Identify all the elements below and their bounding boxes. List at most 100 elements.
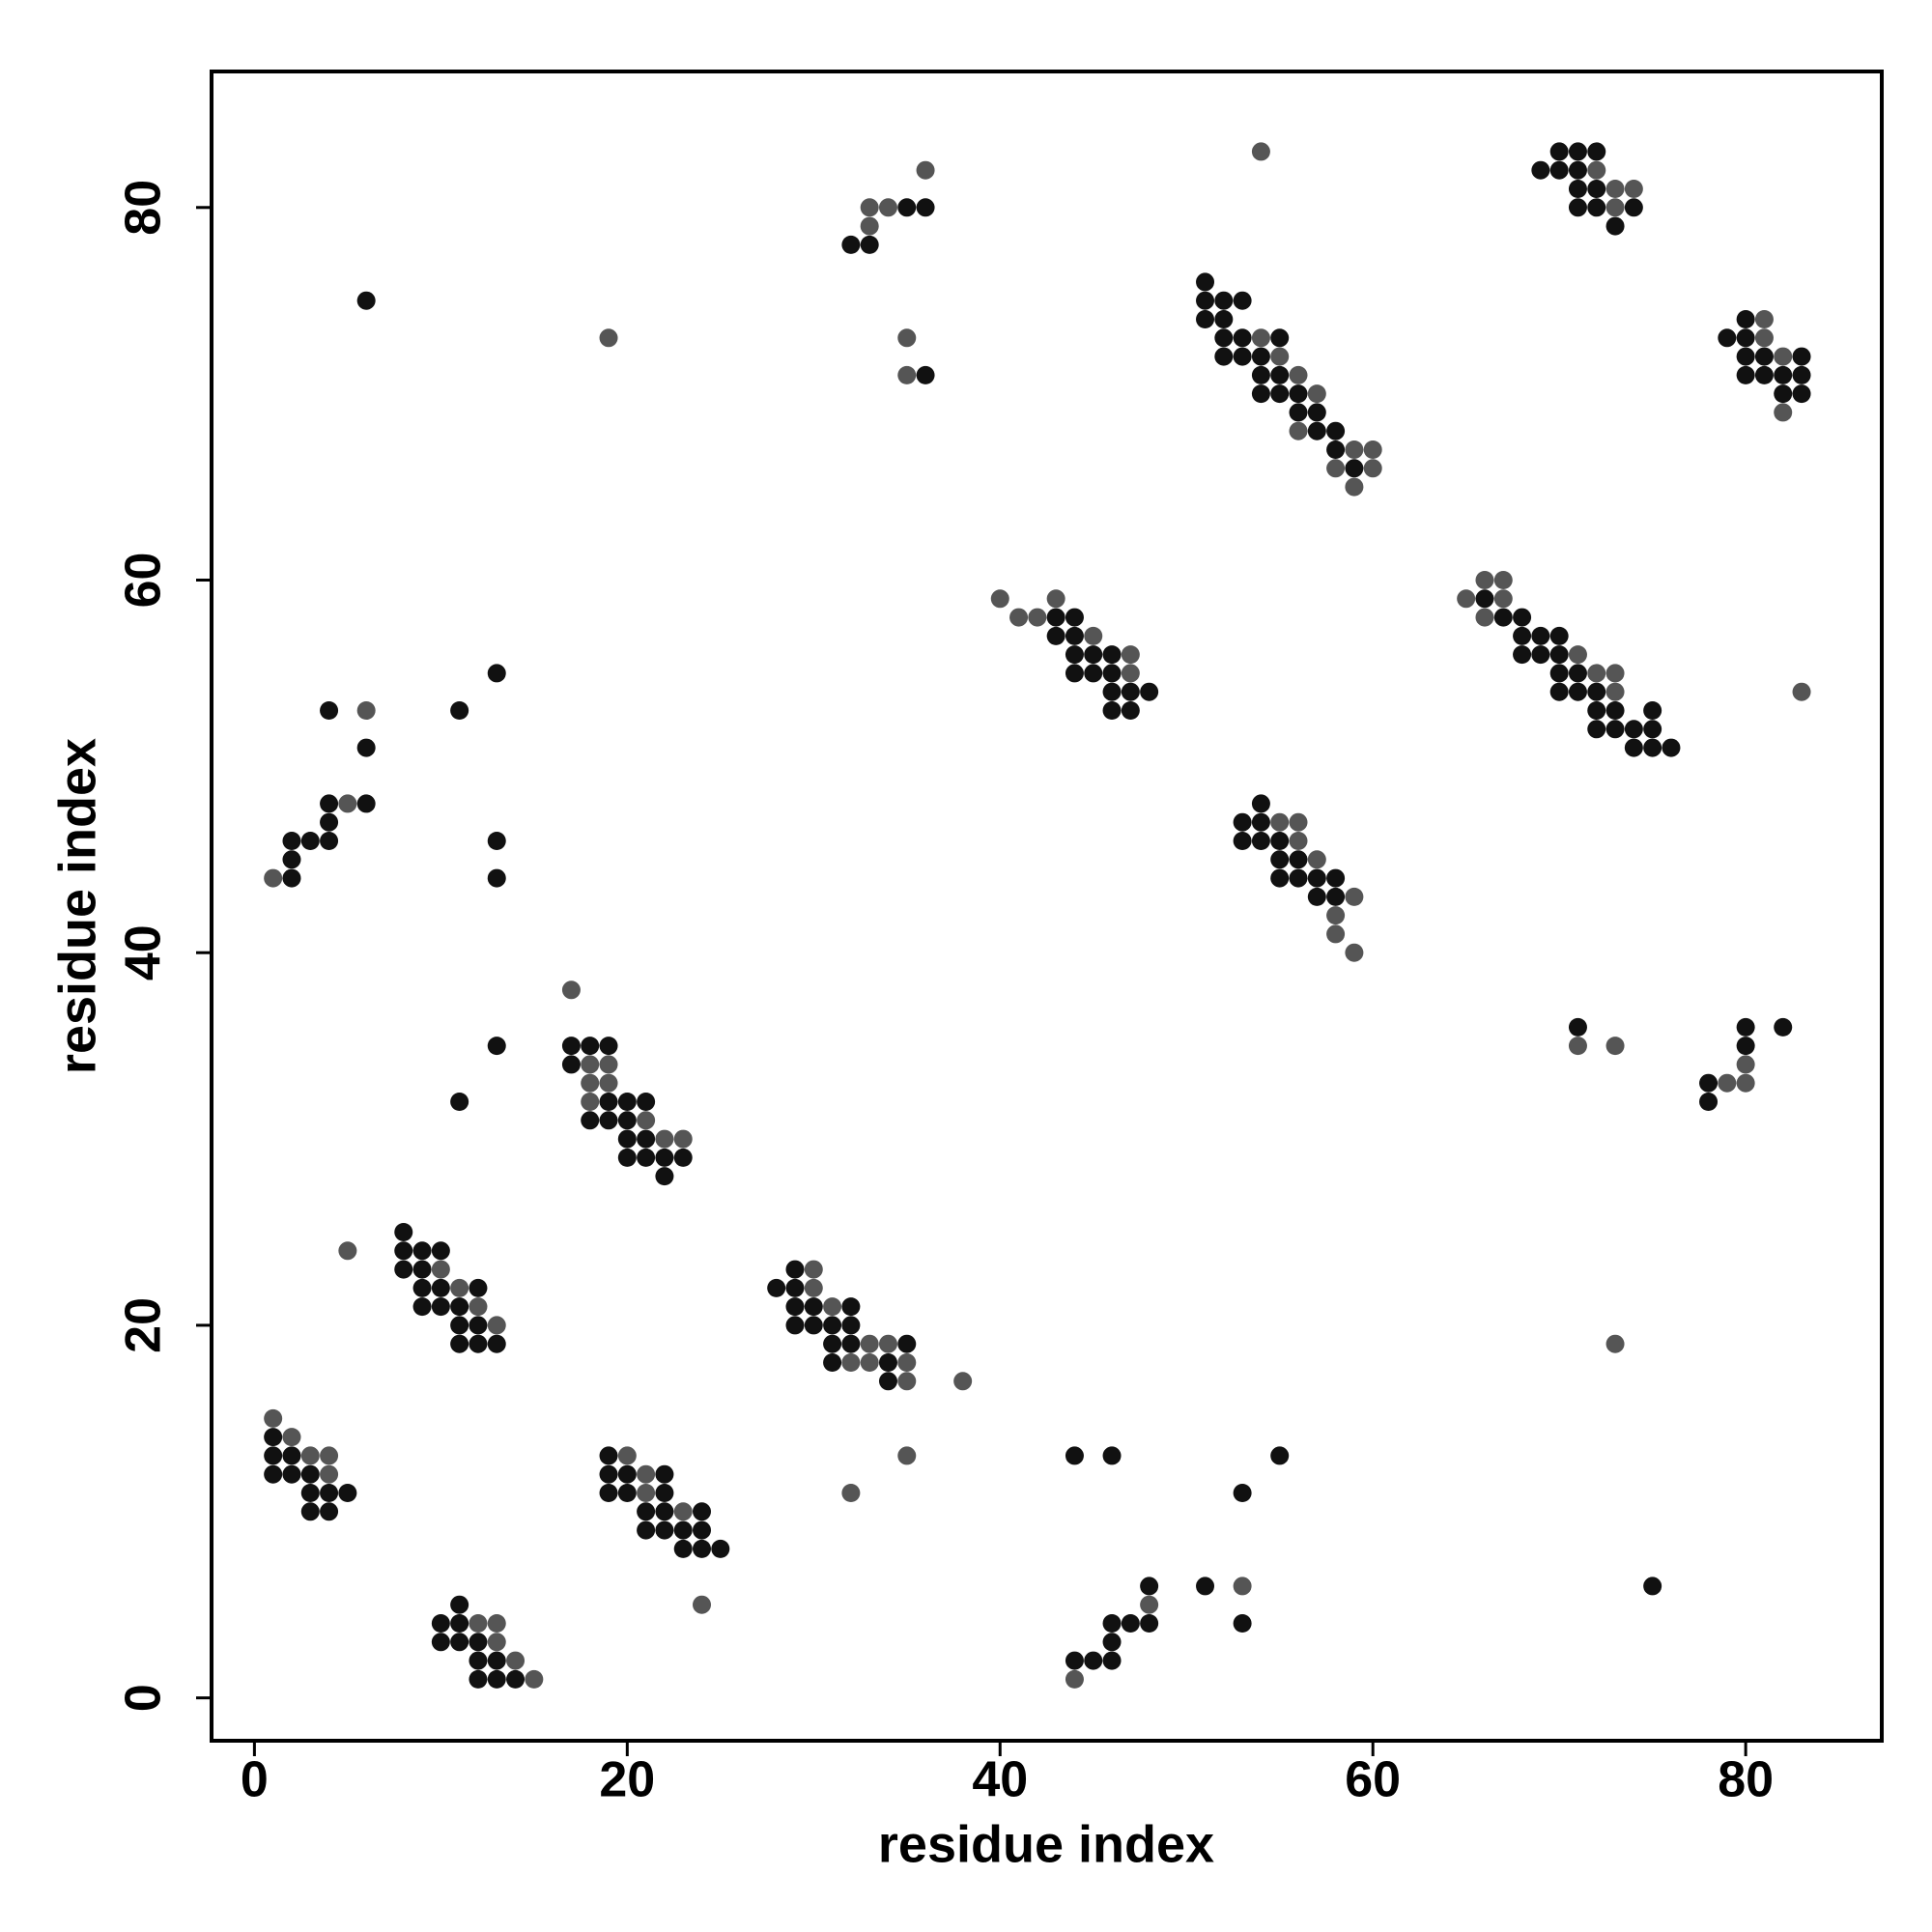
point (637, 1129, 656, 1149)
point (1624, 198, 1643, 217)
point (1270, 812, 1290, 832)
point (1587, 720, 1606, 739)
point (1587, 701, 1606, 720)
point (617, 1111, 637, 1130)
point (431, 1297, 450, 1317)
point (841, 1353, 861, 1372)
point (320, 701, 339, 720)
point (1605, 682, 1625, 701)
point (1736, 1017, 1755, 1037)
point (1774, 347, 1793, 366)
point (655, 1484, 674, 1502)
point (1307, 384, 1326, 404)
point (599, 1111, 618, 1130)
point (823, 1316, 842, 1335)
point (1289, 421, 1308, 440)
point (1568, 160, 1587, 180)
point (561, 1037, 581, 1056)
point (431, 1241, 450, 1261)
point (1587, 142, 1606, 161)
point (1065, 1446, 1084, 1465)
point (617, 1484, 637, 1502)
point (1251, 142, 1270, 161)
point (469, 1278, 488, 1297)
point (1736, 328, 1755, 348)
point (1102, 1446, 1122, 1465)
point (1754, 328, 1774, 348)
point (897, 328, 917, 348)
point (1549, 682, 1569, 701)
point (487, 868, 506, 888)
point (1568, 142, 1587, 161)
point (841, 235, 861, 254)
point (1531, 645, 1550, 665)
point (1326, 868, 1346, 888)
point (1587, 180, 1606, 198)
point (1065, 1651, 1084, 1670)
point (1605, 198, 1625, 217)
point (338, 794, 357, 813)
point (841, 1484, 861, 1502)
point (655, 1148, 674, 1167)
point (450, 1316, 469, 1335)
y-axis-label: residue index (48, 738, 106, 1074)
point (264, 1428, 283, 1447)
point (1233, 328, 1252, 348)
point (1233, 1577, 1252, 1596)
point (693, 1539, 712, 1558)
point (1233, 832, 1252, 850)
y-tick-label: 0 (116, 1684, 172, 1712)
point (469, 1334, 488, 1353)
point (693, 1595, 712, 1614)
point (320, 1502, 339, 1521)
point (693, 1502, 712, 1521)
point (1251, 384, 1270, 404)
point (487, 1614, 506, 1633)
point (1270, 365, 1290, 384)
point (767, 1278, 786, 1297)
point (897, 1446, 917, 1465)
point (581, 1093, 600, 1111)
point (1568, 180, 1587, 198)
point (561, 1055, 581, 1074)
point (1549, 626, 1569, 645)
point (711, 1539, 730, 1558)
point (1233, 1614, 1252, 1633)
point (655, 1167, 674, 1186)
point (394, 1223, 413, 1241)
point (1102, 701, 1122, 720)
point (655, 1464, 674, 1484)
point (1270, 832, 1290, 850)
point (1084, 626, 1103, 645)
point (1549, 142, 1569, 161)
point (1307, 850, 1326, 869)
point (599, 1055, 618, 1074)
point (1568, 1037, 1587, 1056)
point (785, 1278, 805, 1297)
point (1568, 1017, 1587, 1037)
point (469, 1633, 488, 1652)
point (320, 812, 339, 832)
point (1065, 664, 1084, 683)
point (487, 664, 506, 683)
x-tick-label: 60 (1345, 1752, 1401, 1808)
point (581, 1111, 600, 1130)
point (860, 198, 879, 217)
y-tick-label: 40 (116, 924, 172, 980)
point (617, 1129, 637, 1149)
point (1587, 682, 1606, 701)
point (1121, 701, 1140, 720)
point (356, 738, 376, 757)
point (450, 1093, 469, 1111)
point (1475, 589, 1494, 609)
point (599, 1093, 618, 1111)
point (841, 1297, 861, 1317)
point (469, 1614, 488, 1633)
x-tick-label: 0 (241, 1752, 269, 1808)
point (1345, 459, 1364, 478)
point (655, 1520, 674, 1540)
point (1065, 608, 1084, 627)
point (1326, 421, 1346, 440)
point (637, 1484, 656, 1502)
point (878, 1372, 897, 1391)
